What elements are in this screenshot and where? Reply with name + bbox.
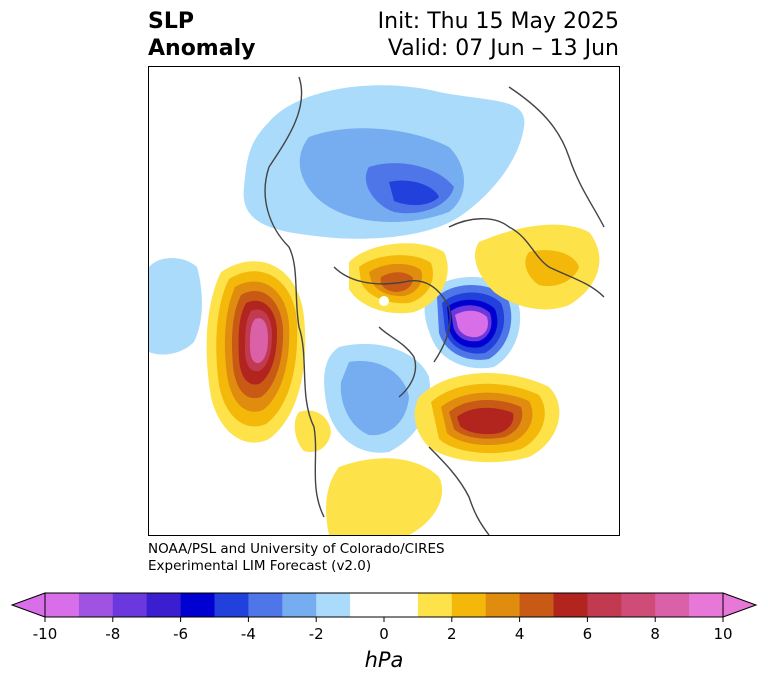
colorbar-cells — [44, 592, 724, 618]
positive-anomaly-south — [294, 410, 443, 535]
map-svg — [149, 76, 605, 535]
colorbar-tick-label: -6 — [173, 625, 188, 643]
colorbar-cell — [146, 593, 182, 617]
colorbar-cell — [417, 593, 453, 617]
colorbar-tick-label: 6 — [583, 625, 593, 643]
credit-line-2: Experimental LIM Forecast (v2.0) — [148, 558, 372, 574]
colorbar-tick-label: -10 — [33, 625, 58, 643]
coastlines — [264, 76, 605, 535]
strong-high-atlantic — [414, 373, 560, 463]
colorbar-cell — [350, 593, 385, 617]
colorbar-tick-label: -4 — [241, 625, 256, 643]
colorbar: -10 -8 -6 -4 -2 0 2 4 6 8 10 — [10, 592, 758, 643]
title-line-2: Anomaly — [148, 36, 256, 61]
colorbar-tick-label: -2 — [309, 625, 324, 643]
colorbar-cell — [587, 593, 622, 617]
init-date: Init: Thu 15 May 2025 — [377, 9, 619, 34]
colorbar-cell — [689, 593, 724, 617]
negative-anomaly-siberia — [243, 85, 525, 239]
colorbar-cell — [214, 593, 249, 617]
colorbar-tick-label: -8 — [105, 625, 120, 643]
anomaly-map — [148, 66, 620, 536]
colorbar-tick-label: 8 — [650, 625, 660, 643]
forecast-info: Init: Thu 15 May 2025 Valid: 07 Jun – 13… — [378, 8, 619, 62]
credit-text: NOAA/PSL and University of Colorado/CIRE… — [148, 541, 445, 575]
colorbar-min-arrow — [10, 592, 46, 618]
map-title: SLP Anomaly — [148, 8, 255, 62]
negative-anomaly-canada — [324, 343, 430, 453]
colorbar-cell — [451, 593, 487, 617]
colorbar-cell — [384, 593, 419, 617]
colorbar-cell — [78, 593, 114, 617]
colorbar-max-arrow — [722, 592, 758, 618]
colorbar-cell — [655, 593, 690, 617]
colorbar-tick-label: 10 — [713, 625, 732, 643]
colorbar-cell — [519, 593, 554, 617]
colorbar-cell — [248, 593, 283, 617]
colorbar-tick-label: 2 — [447, 625, 457, 643]
colorbar-cell — [180, 593, 215, 617]
colorbar-ticks: -10 -8 -6 -4 -2 0 2 4 6 8 10 — [33, 617, 733, 643]
negative-anomaly-pacific — [149, 258, 202, 355]
colorbar-cell — [282, 593, 317, 617]
colorbar-cell — [45, 593, 80, 617]
colorbar-cell — [485, 593, 521, 617]
title-line-1: SLP — [148, 9, 194, 34]
colorbar-tick-label: 0 — [379, 625, 389, 643]
colorbar-cell — [553, 593, 588, 617]
credit-line-1: NOAA/PSL and University of Colorado/CIRE… — [148, 541, 445, 557]
colorbar-cell — [621, 593, 656, 617]
valid-range: Valid: 07 Jun – 13 Jun — [387, 36, 619, 61]
positive-anomaly-greenland — [349, 243, 448, 314]
strong-high-pacific — [206, 261, 306, 443]
colorbar-cell — [316, 593, 351, 617]
colorbar-tick-label: 4 — [515, 625, 525, 643]
strong-low-europe — [424, 277, 521, 369]
colorbar-unit: hPa — [364, 648, 404, 672]
colorbar-cell — [112, 593, 148, 617]
